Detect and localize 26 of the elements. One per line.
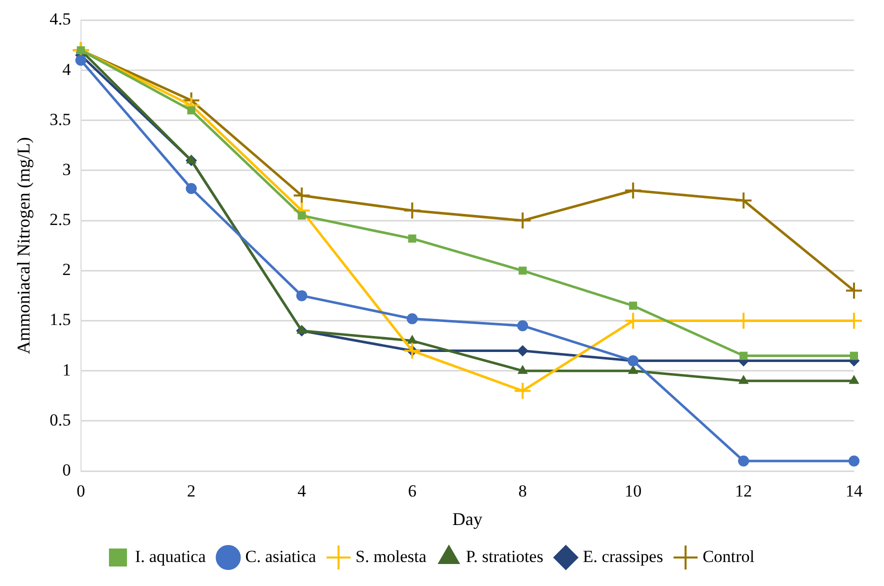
y-tick-label: 1.5: [50, 310, 71, 330]
y-tick-label: 3: [62, 160, 71, 179]
y-tick-label: 0: [62, 460, 71, 480]
x-axis-title: Day: [452, 508, 482, 529]
x-tick-label: 4: [298, 482, 306, 501]
legend-label: C. asiatica: [245, 546, 317, 566]
y-tick-label: 4.5: [50, 10, 71, 29]
y-tick-label: 2.5: [50, 210, 71, 230]
x-tick-label: 8: [518, 482, 527, 501]
y-tick-label: 2: [62, 260, 71, 280]
x-tick-label: 2: [187, 482, 196, 501]
x-tick-label: 12: [735, 482, 752, 501]
y-tick-label: 0.5: [50, 410, 71, 430]
y-axis-title: Ammoniacal Nitrogen (mg/L): [14, 137, 34, 354]
legend-label: E. crassipes: [582, 546, 664, 566]
x-tick-label: 0: [76, 482, 86, 501]
y-tick-label: 4: [62, 60, 72, 79]
y-tick-label: 1: [62, 360, 71, 380]
x-tick-label: 6: [408, 482, 416, 501]
x-tick-label: 14: [846, 482, 863, 501]
x-tick-label: 10: [624, 482, 642, 501]
legend-label: S. molesta: [356, 546, 427, 566]
y-tick-label: 3.5: [50, 110, 71, 129]
legend-label: I. aquatica: [134, 546, 206, 566]
legend-label: P. stratiotes: [466, 546, 544, 566]
legend-label: Control: [702, 546, 755, 566]
